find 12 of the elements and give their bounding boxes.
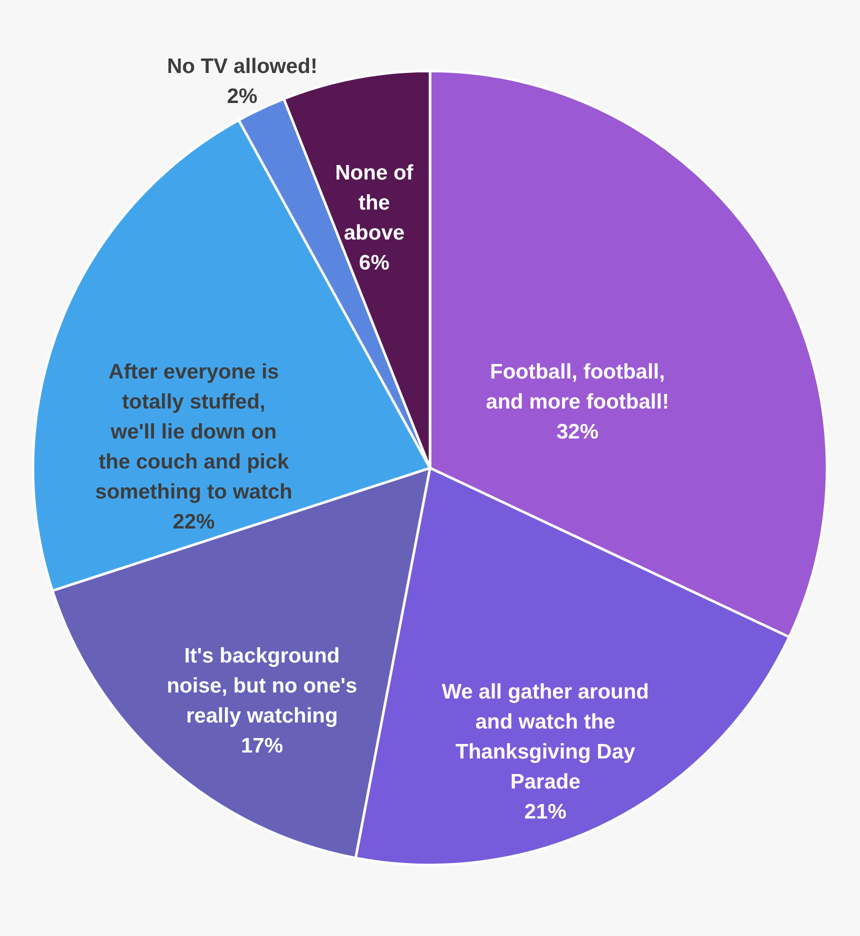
data-label: 22% (172, 510, 216, 534)
data-label: 21% (524, 800, 567, 824)
data-label: 17% (240, 734, 284, 758)
slice-label: After everyone is totally stuffed, we'll lie down on the couch and pick something to watch (95, 360, 292, 504)
slice-label: No TV allowed! (166, 54, 318, 78)
slice-label: It's background noise, but no one's really watching (166, 644, 358, 728)
slice-label: Football, football, and more football! (486, 360, 670, 414)
data-label: 32% (556, 420, 599, 444)
slice-label: We all gather around and watch the Thanksgiving Day Parade (442, 680, 650, 794)
slice-label: None of the above (335, 162, 414, 245)
data-label: 6% (359, 252, 390, 275)
data-label: 2% (227, 84, 258, 108)
